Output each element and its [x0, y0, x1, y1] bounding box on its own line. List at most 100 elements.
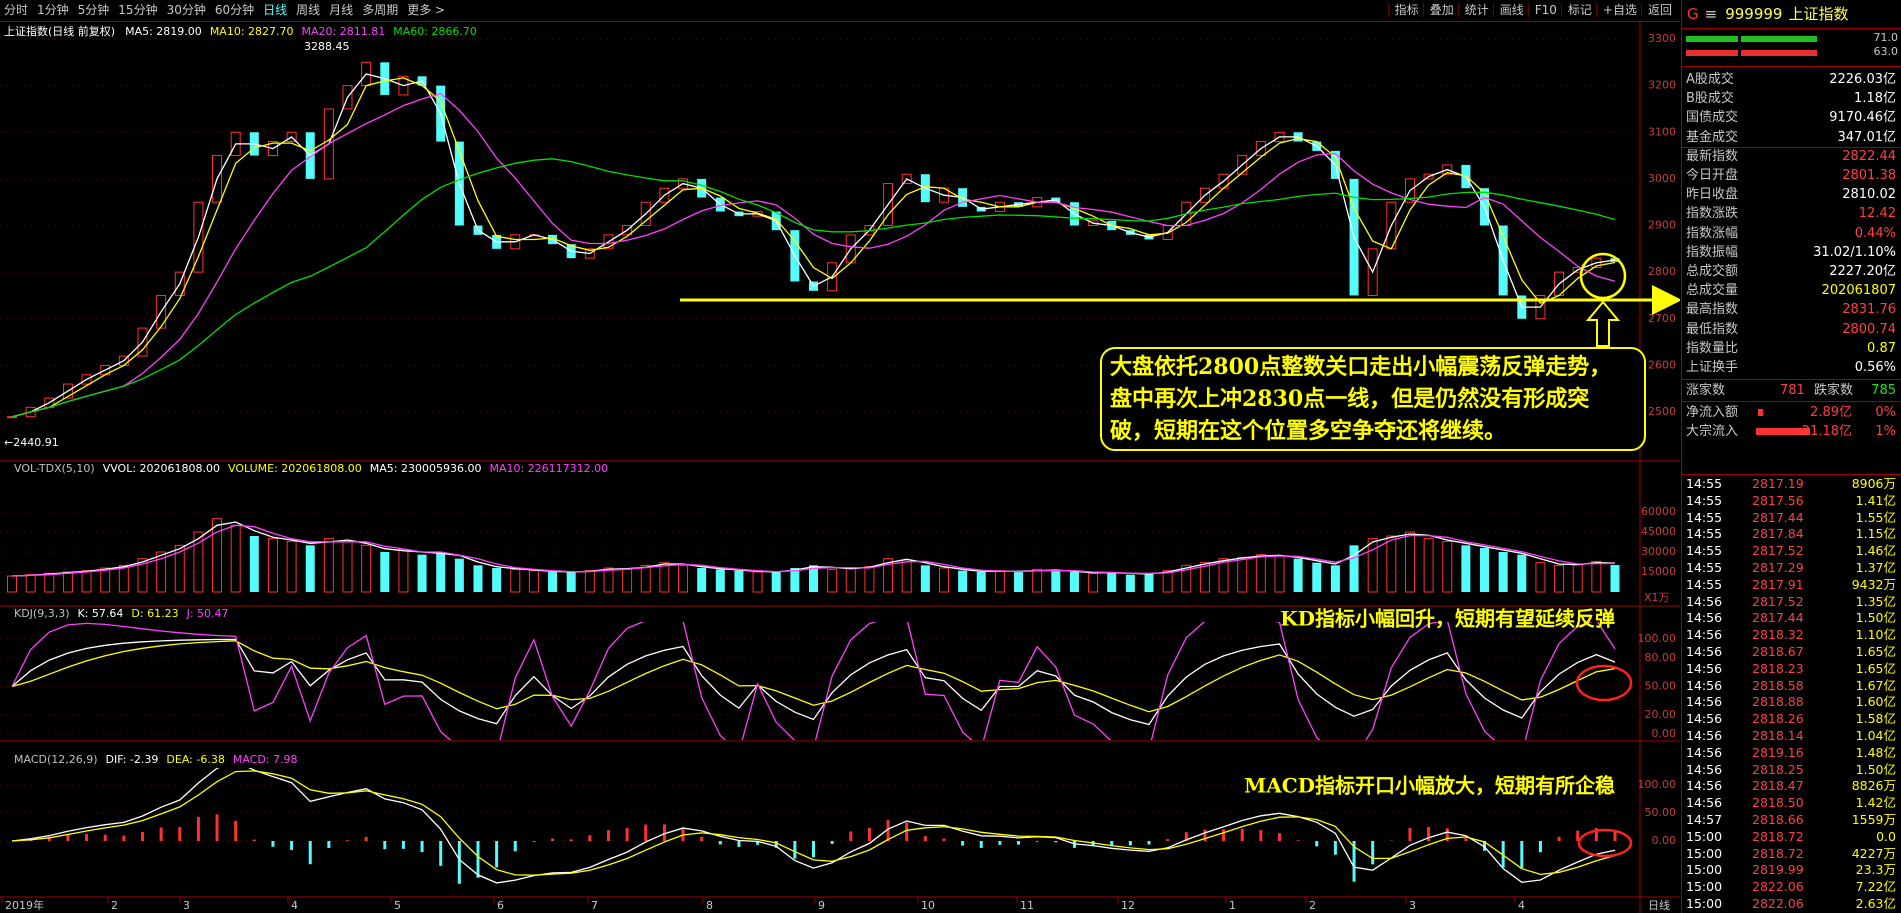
volume-bar	[1125, 574, 1135, 592]
tick-volume: 23.3万	[1855, 862, 1896, 878]
volume-bar	[212, 518, 223, 593]
period-tab[interactable]: 更多 >	[407, 3, 446, 17]
candle-up	[640, 201, 651, 227]
y-tick-label: 20.00	[1645, 708, 1677, 721]
tick-volume: 1.15亿	[1855, 526, 1896, 542]
volume-bar	[752, 571, 763, 593]
volume-bar	[436, 552, 446, 592]
flow-label: 净流入额	[1686, 405, 1739, 420]
low-label: ←2440.91	[4, 436, 59, 449]
flow-label: 大宗流入	[1686, 424, 1739, 439]
period-tab[interactable]: 30分钟	[166, 3, 206, 17]
volume-bar	[342, 540, 353, 593]
period-tab[interactable]: 月线	[329, 3, 354, 17]
y-tick-label: 0.00	[1652, 727, 1677, 740]
volume-bar	[1610, 565, 1620, 592]
callout-box	[1100, 347, 1646, 451]
tick-time: 15:00	[1686, 845, 1723, 861]
tick-volume: 8906万	[1851, 476, 1896, 491]
candle-up	[1199, 187, 1210, 203]
tick-price: 2819.99	[1752, 862, 1804, 878]
candle-up	[398, 75, 409, 96]
tick-time: 14:56	[1686, 778, 1723, 794]
stat-value: 202061807	[1821, 283, 1896, 299]
tool-button[interactable]: F10	[1527, 3, 1557, 17]
period-tab[interactable]: 日线	[263, 3, 288, 17]
tick-price: 2818.23	[1752, 660, 1804, 676]
tick-row: 15:00 2818.72 4227万	[1682, 846, 1898, 863]
stat-label: 最高指数	[1686, 302, 1739, 318]
stat-row: 最新指数 2822.44	[1682, 147, 1898, 166]
stat-label: 基金成交	[1686, 129, 1739, 145]
quote-panel: G ≡ 999999 上证指数 71.0 63.0 A股成交 2226.03亿 B股成交 1.18…	[1681, 0, 1901, 913]
volume-bar	[361, 544, 372, 593]
tick-price: 2818.26	[1752, 711, 1804, 727]
y-tick-label: 2700	[1648, 312, 1676, 325]
macd-highlight	[1577, 828, 1633, 858]
period-tab[interactable]: 分时	[4, 3, 29, 17]
volume-bar	[1572, 563, 1583, 593]
candle-up	[622, 225, 633, 236]
tick-volume: 7.22亿	[1855, 879, 1896, 895]
period-tab[interactable]: 1分钟	[37, 3, 69, 17]
tool-button[interactable]: 画线	[1492, 3, 1524, 17]
tick-row: 14:56 2818.23 1.65亿	[1682, 661, 1898, 678]
y-tick-label: 45000	[1641, 525, 1676, 538]
volume-bar	[901, 559, 912, 593]
date-label: 2	[111, 899, 118, 912]
period-tab[interactable]: 15分钟	[118, 3, 158, 17]
stat-row: 最高指数 2831.76	[1682, 300, 1898, 319]
tick-time: 15:00	[1686, 828, 1723, 844]
volume-bar	[640, 564, 651, 593]
tick-price: 2817.19	[1752, 476, 1804, 491]
stat-row: 基金成交 347.01亿	[1682, 128, 1898, 147]
period-tab[interactable]: 5分钟	[77, 3, 110, 17]
stat-value: 12.42	[1858, 206, 1896, 222]
volume-bar	[958, 570, 968, 592]
index-name: 上证指数	[1788, 5, 1849, 23]
indicator-label: D: 61.23	[131, 607, 178, 620]
volume-bar	[118, 564, 129, 593]
volume-bar	[1517, 554, 1527, 592]
period-tab[interactable]: 多周期	[362, 3, 399, 17]
y-tick-label: 50.00	[1645, 680, 1677, 693]
stat-value: 0.44%	[1854, 225, 1896, 241]
tool-button[interactable]: 指标	[1387, 3, 1419, 17]
tick-volume: 0.0	[1876, 828, 1896, 844]
period-tab[interactable]: 60分钟	[214, 3, 255, 17]
candle-up	[62, 383, 73, 399]
stat-value: 31.02/1.10%	[1813, 244, 1896, 260]
tool-button[interactable]: +自选	[1595, 3, 1637, 17]
stat-row: 总成交量 202061807	[1682, 281, 1898, 300]
chart-area: 上证指数(日线 前复权) MA5: 2819.00 MA10: 2827.70 MA2…	[0, 22, 1680, 913]
tool-button[interactable]: 叠加	[1422, 3, 1454, 17]
flow-pct: 1%	[1875, 424, 1896, 439]
stat-value: 2810.02	[1842, 187, 1896, 203]
tool-button[interactable]: 统计	[1457, 3, 1489, 17]
y-tick-label: 2500	[1648, 405, 1676, 418]
tick-volume: 1.37亿	[1855, 560, 1896, 575]
candle-up	[1404, 178, 1415, 203]
period-tab[interactable]: 周线	[296, 3, 321, 17]
volume-bar	[1386, 535, 1397, 593]
tool-button[interactable]: 标记	[1560, 3, 1592, 17]
tick-volume: 1.60亿	[1855, 694, 1896, 710]
volume-bar	[1442, 540, 1453, 593]
tick-time: 14:56	[1686, 728, 1723, 743]
volume-bar	[1237, 556, 1248, 593]
tick-row: 14:56 2818.26 1.58亿	[1682, 711, 1898, 728]
volume-bar	[1480, 548, 1490, 592]
volume-bar	[994, 570, 1005, 593]
tick-volume: 8826万	[1851, 778, 1896, 794]
stat-row: 最低指数 2800.74	[1682, 320, 1898, 339]
stat-row: 今日开盘 2801.38	[1682, 166, 1898, 185]
tick-volume: 1.55亿	[1855, 509, 1896, 525]
volume-bar	[1051, 570, 1061, 592]
date-label: 12	[1121, 899, 1135, 912]
tick-row: 14:55 2817.56 1.41亿	[1682, 493, 1898, 510]
tool-button[interactable]: 返回	[1640, 3, 1672, 17]
axis-unit: X1万	[1644, 591, 1670, 604]
volume-bar	[398, 548, 409, 593]
tick-row: 14:56 2818.14 1.04亿	[1682, 728, 1898, 745]
candle-up	[659, 187, 670, 203]
